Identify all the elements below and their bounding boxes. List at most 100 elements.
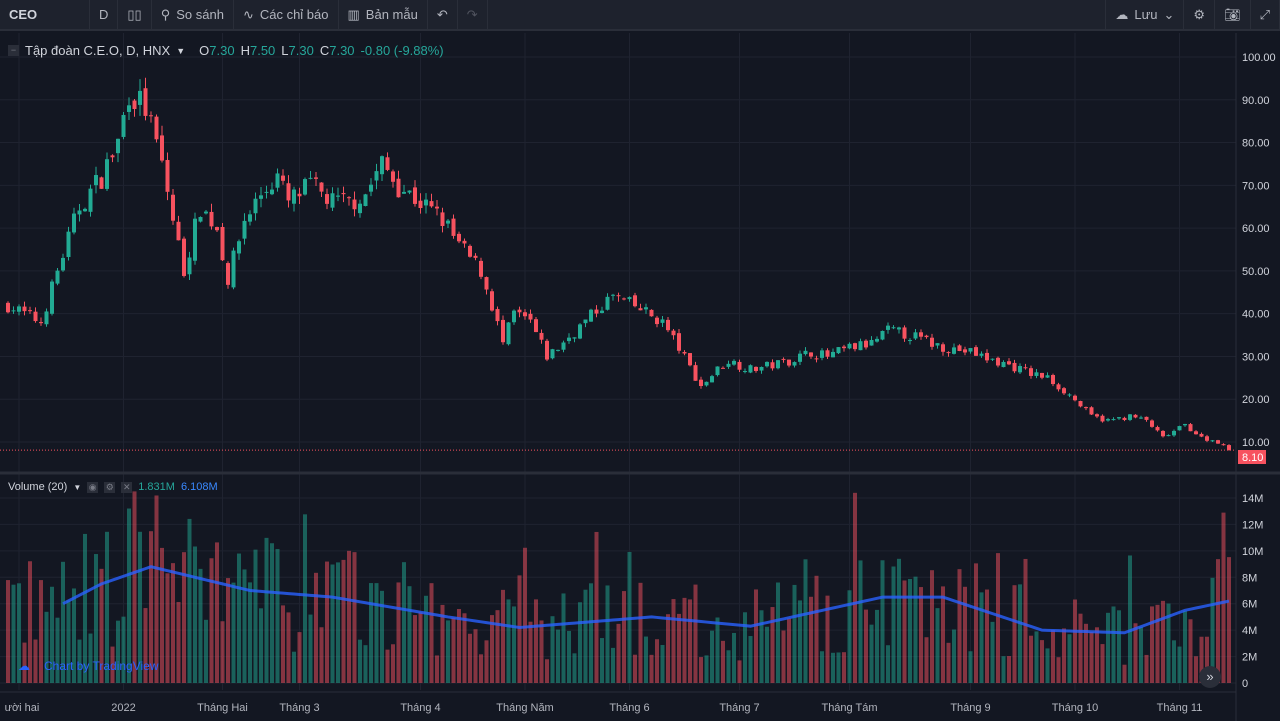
fullscreen-button[interactable]: ⤢ — [1251, 0, 1280, 30]
caret-down-icon[interactable]: ▼ — [176, 45, 186, 56]
volume-bar — [754, 589, 758, 683]
volume-bar — [473, 629, 478, 683]
volume-bar — [693, 584, 698, 683]
collapse-icon[interactable]: − — [8, 45, 19, 56]
volume-bar — [1216, 559, 1220, 683]
volume-bar — [347, 550, 351, 683]
volume-bar — [204, 619, 208, 683]
screenshot-button[interactable]: 📷︎ — [1215, 0, 1251, 30]
volume-bar — [77, 639, 82, 683]
visibility-icon[interactable]: ◉ — [87, 481, 99, 493]
candle-body — [33, 311, 38, 322]
volume-bar — [831, 652, 835, 683]
volume-bar — [248, 582, 252, 683]
candle-body — [1056, 384, 1061, 390]
chart-type-button[interactable]: ▯▯ — [118, 0, 152, 30]
candle-body — [352, 199, 357, 210]
save-button[interactable]: ☁ Lưu ⌄ — [1105, 0, 1185, 30]
compare-button[interactable]: ⚲ So sánh — [152, 0, 234, 30]
volume-bar — [666, 614, 670, 683]
redo-button[interactable]: ↷ — [458, 0, 488, 30]
candle-body — [539, 332, 544, 340]
candle-body — [187, 257, 192, 275]
volume-bar — [1056, 657, 1061, 683]
volume-bar — [902, 580, 907, 683]
volume-bar — [1177, 646, 1182, 683]
volume-bar — [182, 552, 186, 683]
candle-body — [776, 360, 780, 369]
candle-body — [1205, 436, 1209, 441]
indicators-button[interactable]: ∿ Các chỉ báo — [234, 0, 339, 30]
volume-title[interactable]: Volume (20) — [8, 481, 68, 493]
volume-bar — [594, 531, 599, 683]
candle-body — [110, 155, 115, 158]
volume-bar — [600, 638, 604, 683]
volume-bar — [589, 583, 593, 683]
volume-bar — [143, 608, 148, 683]
volume-bar — [418, 612, 423, 683]
close-icon[interactable]: ✕ — [121, 481, 133, 493]
volume-bar — [1128, 555, 1132, 683]
gear-icon[interactable]: ⚙ — [104, 481, 116, 493]
volume-bar — [1172, 640, 1176, 683]
candle-body — [600, 310, 604, 313]
volume-bar — [242, 569, 247, 683]
volume-bar — [94, 554, 98, 683]
volume-bar — [1183, 610, 1187, 683]
candle-body — [693, 365, 698, 381]
compare-icon: ⚲ — [160, 6, 171, 22]
candle-body — [1117, 417, 1121, 419]
volume-bar — [919, 587, 923, 683]
candle-body — [572, 337, 577, 339]
candle-body — [446, 220, 450, 224]
scroll-to-realtime-button[interactable]: » — [1199, 666, 1221, 688]
interval-button[interactable]: D — [90, 0, 119, 30]
volume-bar — [1073, 599, 1077, 683]
volume-bar — [99, 568, 104, 683]
volume-bar — [682, 597, 687, 683]
candle-body — [710, 376, 714, 383]
candle-body — [688, 353, 692, 366]
volume-tick-label: 12M — [1242, 519, 1263, 531]
x-tick-label: Tháng 9 — [950, 702, 990, 714]
volume-bar — [820, 651, 824, 683]
volume-bar — [33, 639, 38, 683]
templates-button[interactable]: ▥ Bản mẫu — [339, 0, 428, 30]
candle-body — [803, 350, 808, 355]
candle-body — [622, 298, 626, 300]
candle-body — [1095, 414, 1099, 417]
volume-bar — [110, 646, 115, 683]
candle-body — [297, 193, 302, 197]
volume-bar — [781, 630, 786, 683]
candle-body — [61, 257, 65, 271]
caret-down-icon[interactable]: ▼ — [73, 482, 82, 492]
volume-bar — [264, 537, 269, 683]
series-title[interactable]: Tập đoàn C.E.O, D, HNX — [25, 43, 171, 58]
candle-body — [242, 220, 247, 239]
candle-body — [754, 366, 758, 371]
volume-bar — [237, 553, 241, 683]
x-tick-label: Tháng 7 — [719, 702, 759, 714]
volume-bar — [710, 630, 714, 683]
candle-body — [1210, 440, 1215, 442]
symbol-search-button[interactable]: CEO — [0, 0, 90, 30]
volume-bar — [913, 576, 918, 683]
candle-body — [275, 173, 280, 188]
volume-bar — [66, 600, 71, 683]
volume-bar — [44, 611, 49, 683]
volume-bar — [660, 644, 665, 683]
volume-ma-value: 6.108M — [180, 481, 218, 493]
candle-body — [1155, 427, 1160, 431]
candle-body — [875, 338, 879, 342]
undo-button[interactable]: ↶ — [428, 0, 458, 30]
settings-button[interactable]: ⚙ — [1184, 0, 1216, 30]
tradingview-link[interactable]: ☁ Chart by TradingView — [18, 659, 159, 673]
candle-body — [325, 194, 329, 204]
volume-bar — [297, 632, 302, 683]
volume-bar — [462, 613, 467, 683]
volume-bar — [930, 570, 934, 683]
candle-body — [682, 352, 687, 354]
volume-bar — [413, 615, 417, 683]
volume-bar — [605, 585, 610, 683]
